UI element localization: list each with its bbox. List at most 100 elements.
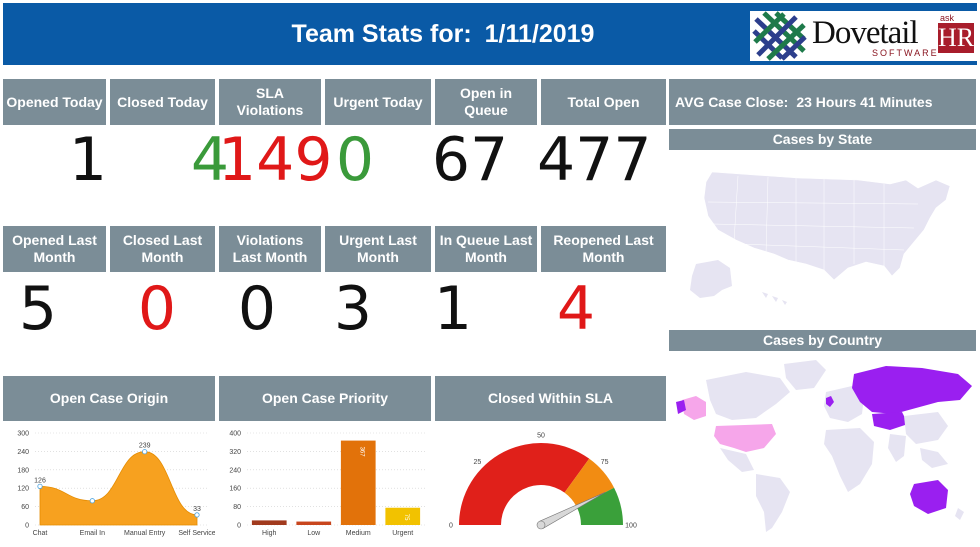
avg-case-close-bar: AVG Case Close: 23 Hours 41 Minutes [669, 79, 976, 125]
uk-shape [826, 396, 834, 407]
open-case-priority-header: Open Case Priority [219, 376, 431, 421]
tile-open-queue-header: Open in Queue [435, 79, 537, 125]
priority-ytick-label: 80 [233, 504, 241, 511]
tile-reopened-last-month-header: Reopened Last Month [541, 226, 666, 272]
logo-weave-icon [752, 11, 808, 61]
priority-ytick-label: 160 [229, 486, 241, 493]
priority-xtick-label: Low [307, 530, 321, 537]
tile-urgent-last-month-header: Urgent Last Month [325, 226, 431, 272]
avg-case-close-value: 23 Hours 41 Minutes [796, 93, 933, 110]
alaska-shape [690, 260, 732, 298]
china-shape [904, 412, 948, 444]
origin-data-label: 239 [139, 443, 151, 450]
sla-gauge-tick-label: 75 [601, 459, 609, 466]
sla-gauge-tick-label: 100 [625, 523, 637, 530]
origin-xtick-label: Chat [33, 530, 48, 537]
origin-point-self-service [194, 512, 200, 518]
tile-violations-last-month-header: Violations Last Month [219, 226, 321, 272]
priority-data-label: 367 [358, 447, 364, 458]
western-edge-purple [676, 400, 686, 414]
priority-bar-high [251, 520, 287, 525]
world-country-map[interactable] [676, 356, 974, 536]
closed-today-value: 4 [190, 125, 230, 195]
sla-gauge-band [576, 487, 623, 525]
opened-last-month-value: 5 [18, 274, 58, 344]
open-queue-value: 67 [431, 125, 509, 195]
violations-last-month-value: 0 [237, 274, 277, 344]
central-asia-shape [872, 412, 908, 430]
header-bar: Team Stats for: 1/11/2019 Dovetail SOFTW… [3, 3, 978, 65]
origin-area-series [39, 451, 198, 526]
title-date: 1/11/2019 [484, 20, 595, 48]
logo-subtitle: SOFTWARE [872, 48, 939, 58]
priority-xtick-label: Medium [346, 530, 371, 537]
avg-case-close-label: AVG Case Close: [675, 93, 789, 110]
us-contiguous-shape [703, 171, 951, 281]
greenland-shape [784, 360, 826, 390]
priority-data-label: 75 [403, 514, 409, 521]
sla-gauge-tick-label: 0 [449, 523, 453, 530]
origin-xtick-label: Email In [80, 530, 105, 537]
origin-xtick-label: Self Service [178, 530, 215, 537]
sla-gauge-tick-label: 25 [473, 459, 481, 466]
sla-gauge-band [459, 443, 590, 525]
logo-ask: ask [940, 13, 955, 23]
origin-ytick-label: 300 [17, 431, 29, 438]
priority-bar-low [296, 521, 332, 525]
origin-ytick-label: 180 [17, 467, 29, 474]
origin-point-manual-entry [142, 449, 148, 455]
priority-bar-medium [340, 440, 376, 525]
origin-data-label: 33 [193, 506, 201, 513]
mexico-shape [720, 448, 754, 472]
origin-ytick-label: 120 [17, 486, 29, 493]
urgent-today-value: 0 [335, 125, 375, 195]
sla-violations-value: 149 [218, 125, 333, 195]
priority-bar-urgent [385, 507, 421, 525]
se-asia-shape [920, 448, 948, 468]
russia-shape [852, 366, 972, 414]
origin-area-chart: 0 60 120 180 240 300 126 Chat Email In 239 Manual … [17, 431, 215, 538]
opened-today-value: 1 [68, 125, 108, 195]
priority-ytick-label: 400 [229, 431, 241, 438]
title-prefix: Team Stats for: [291, 20, 472, 48]
cases-by-country-header: Cases by Country [669, 330, 976, 351]
closed-last-month-value: 0 [137, 274, 177, 344]
origin-ytick-label: 0 [25, 523, 29, 530]
south-america-shape [756, 474, 790, 532]
logo-wordmark: Dovetail [812, 15, 919, 51]
reopened-last-month-value: 4 [556, 274, 596, 344]
sla-gauge-band [564, 458, 615, 507]
logo-hr: HR [938, 23, 975, 53]
origin-point-email-in [89, 498, 95, 504]
tile-total-open-header: Total Open [541, 79, 666, 125]
tile-sla-violations-header: SLA Violations [219, 79, 321, 125]
sla-gauge-chart: 0 25 50 75 100 [449, 433, 637, 530]
alaska-country-shape [682, 396, 706, 420]
company-logo: Dovetail SOFTWARE ask HR [750, 11, 978, 61]
origin-ytick-label: 60 [21, 504, 29, 511]
africa-shape [824, 428, 874, 492]
origin-point-chat [37, 483, 43, 489]
priority-ytick-label: 0 [237, 523, 241, 530]
origin-xtick-label: Manual Entry [124, 530, 166, 537]
sla-gauge-hub [536, 520, 546, 530]
priority-xtick-label: Urgent [392, 530, 413, 537]
priority-bar-chart: 0 80 160 240 320 400 High Low 367 Medium 75 Urgent [229, 431, 425, 537]
europe-shape [824, 386, 864, 422]
urgent-last-month-value: 3 [333, 274, 373, 344]
closed-within-sla-header: Closed Within SLA [435, 376, 666, 421]
open-case-origin-header: Open Case Origin [3, 376, 215, 421]
tile-urgent-today-header: Urgent Today [325, 79, 431, 125]
tile-opened-today-header: Opened Today [3, 79, 106, 125]
us-state-map[interactable] [678, 158, 968, 318]
priority-ytick-label: 320 [229, 449, 241, 456]
tile-queue-last-month-header: In Queue Last Month [435, 226, 537, 272]
australia-shape [910, 480, 948, 514]
india-shape [888, 434, 906, 462]
tile-closed-last-month-header: Closed Last Month [110, 226, 215, 272]
priority-ytick-label: 240 [229, 467, 241, 474]
usa-shape [714, 424, 776, 452]
canada-shape [706, 372, 790, 420]
new-zealand-shape [955, 508, 964, 520]
hawaii-shape [762, 292, 787, 305]
